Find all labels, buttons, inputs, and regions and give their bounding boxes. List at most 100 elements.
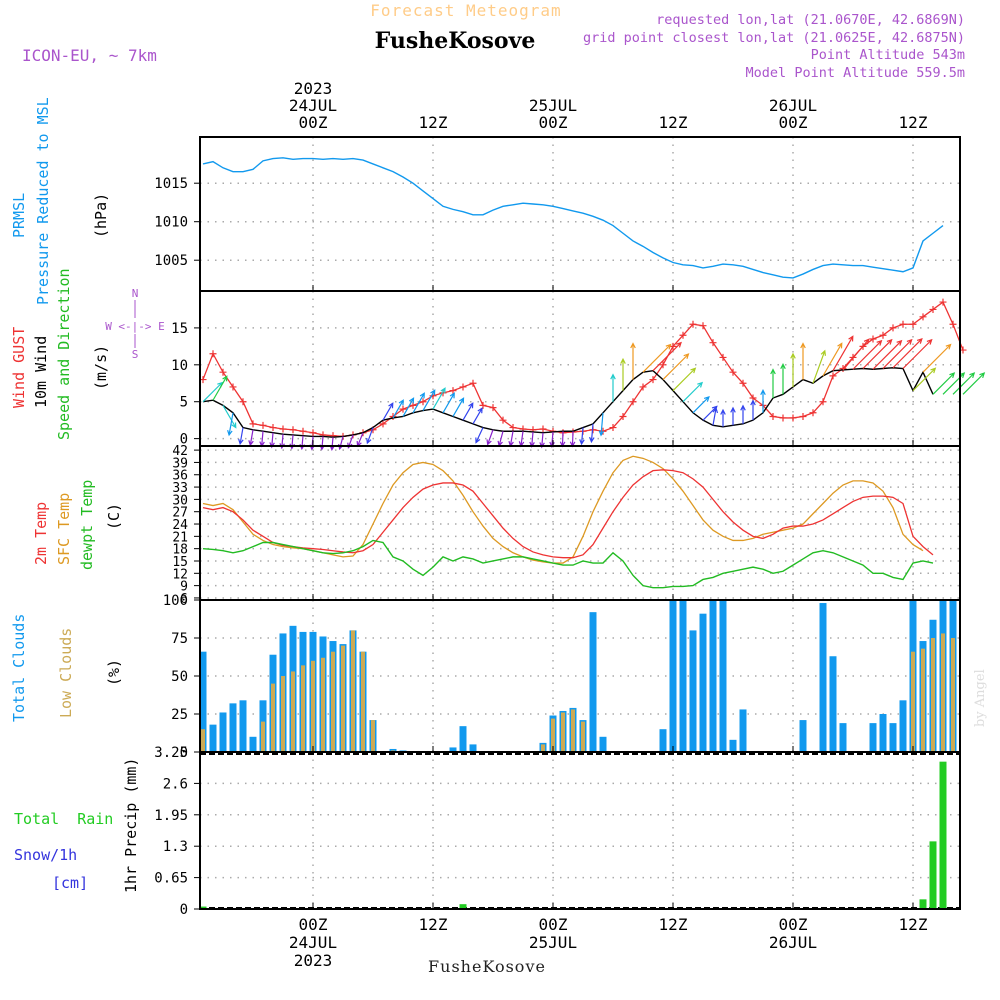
gust-marker xyxy=(279,425,287,433)
gust-marker xyxy=(819,398,827,406)
y-tick-label: 1010 xyxy=(154,215,188,231)
wind-vector xyxy=(356,432,364,448)
compass-west-east: W <-|-> E xyxy=(105,320,165,333)
y-tick-label: 50 xyxy=(171,669,188,685)
total-cloud-bar xyxy=(869,723,877,752)
gust-marker xyxy=(459,383,467,391)
rain-bar xyxy=(929,841,937,909)
wind-vector xyxy=(892,337,923,369)
gust-marker xyxy=(389,412,397,420)
wind-vector xyxy=(238,427,244,446)
total-cloud-bar xyxy=(889,723,897,752)
wind-vector xyxy=(508,431,514,448)
wind-vector xyxy=(832,335,854,372)
wind-vector xyxy=(822,342,843,377)
gust-marker xyxy=(769,412,777,420)
gust-marker xyxy=(539,425,547,433)
gust-marker xyxy=(269,424,277,432)
y-tick-label: 27 xyxy=(172,506,188,521)
rain-bar xyxy=(459,904,467,909)
total-cloud-bar xyxy=(219,712,227,752)
low-cloud-bar xyxy=(291,671,295,752)
wind-vector xyxy=(800,342,806,380)
wind-vector xyxy=(630,342,636,380)
rain-bar xyxy=(919,899,927,909)
gust-marker xyxy=(709,339,717,347)
y-tick-label: 39 xyxy=(172,456,188,471)
pressure-panel-labels: PRMSL Pressure Reduced to MSL (hPa) xyxy=(10,97,110,305)
top-time-label: 24JUL xyxy=(289,96,337,115)
wind-vector xyxy=(212,375,228,401)
total-cloud-bar xyxy=(729,739,737,752)
low-cloud-bar xyxy=(371,720,375,752)
total-rain-label: Total Rain xyxy=(14,810,113,828)
total-cloud-bar xyxy=(799,720,807,752)
wind-vector xyxy=(569,431,576,448)
wind-vector xyxy=(452,397,465,417)
cloud-panel-labels: Total Clouds Low Clouds (%) xyxy=(10,614,123,722)
low-cloud-bar xyxy=(301,665,305,752)
watermark: by Angel xyxy=(973,669,988,727)
gust-marker xyxy=(809,409,817,417)
y-tick-label: 75 xyxy=(171,631,188,647)
wind-vector xyxy=(912,367,937,392)
wind-vector xyxy=(222,405,237,429)
wind-gust-label: Wind GUST xyxy=(10,327,28,408)
gust-marker xyxy=(649,376,657,384)
low-cloud-bar xyxy=(261,721,265,752)
top-time-label: 12Z xyxy=(419,113,448,132)
wind-vector xyxy=(432,387,446,410)
compass-north: N xyxy=(132,287,139,300)
gust-marker xyxy=(869,335,877,343)
gust-marker xyxy=(789,414,797,422)
wind-vector xyxy=(922,343,952,373)
gust-marker xyxy=(469,379,477,387)
wind-vector xyxy=(366,427,374,445)
low-cloud-bar xyxy=(551,718,555,752)
low-cloud-bar xyxy=(541,744,545,752)
gust-marker xyxy=(239,398,247,406)
bottom-time-label: 00Z xyxy=(299,915,328,934)
gust-marker xyxy=(909,320,917,328)
snow-label: Snow/1h xyxy=(14,846,77,864)
bottom-time-label: 26JUL xyxy=(769,933,817,952)
wind-vector xyxy=(682,381,704,403)
total-cloud-bar xyxy=(899,700,907,752)
low-cloud-bar xyxy=(281,676,285,752)
panel-frame xyxy=(199,136,961,292)
low-cloud-bar xyxy=(951,638,955,752)
wind-vector xyxy=(962,372,986,395)
wind-vector xyxy=(579,427,585,446)
wind-vector xyxy=(329,437,336,452)
panel-frames xyxy=(199,136,961,910)
model-label: ICON-EU, ~ 7km xyxy=(22,46,157,65)
low-cloud-bar xyxy=(341,645,345,752)
rain-bar xyxy=(939,761,947,909)
gust-marker xyxy=(739,379,747,387)
snow-unit-label: [cm] xyxy=(52,874,88,892)
compass-south: S xyxy=(132,348,139,361)
dewpt-line xyxy=(202,539,934,589)
top-time-label: 00Z xyxy=(779,113,808,132)
y-tick-label: 100 xyxy=(163,593,188,609)
total-cloud-bar xyxy=(709,600,717,752)
wind-vector xyxy=(790,352,796,387)
wind10m-line xyxy=(202,367,934,438)
wind-vector xyxy=(475,427,484,444)
y-tick-label: 1005 xyxy=(154,253,188,269)
gust-marker xyxy=(419,398,427,406)
wind-vector xyxy=(882,338,913,369)
gust-marker xyxy=(719,353,727,361)
y-tick-label: 9 xyxy=(180,580,188,595)
temp2m-line xyxy=(202,469,934,559)
wind-vector xyxy=(750,399,756,421)
wind-vector xyxy=(692,395,710,414)
y-tick-label: 30 xyxy=(172,493,188,508)
wind-vector xyxy=(642,343,672,373)
temp-panel-labels: 2m Temp SFC Temp dewpt Temp (C) xyxy=(32,480,123,570)
total-cloud-bar xyxy=(449,747,457,752)
gust-marker xyxy=(889,324,897,332)
y-tick-label: 0 xyxy=(180,432,188,448)
temp-unit-label: (C) xyxy=(105,503,123,530)
total-cloud-bar xyxy=(699,613,707,752)
